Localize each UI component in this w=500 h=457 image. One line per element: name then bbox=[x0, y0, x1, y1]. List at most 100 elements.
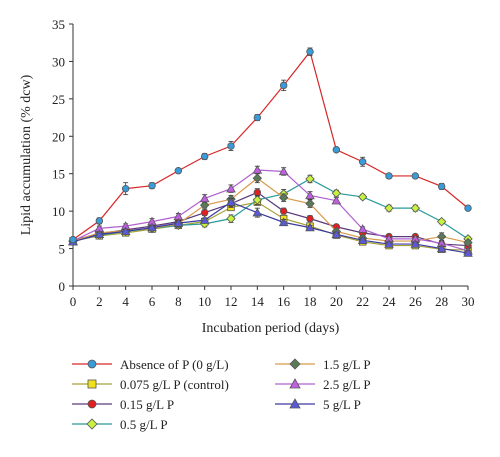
x-tick-label: 12 bbox=[225, 294, 238, 309]
plot-area bbox=[68, 47, 473, 257]
x-tick-label: 0 bbox=[70, 294, 77, 309]
x-tick-label: 4 bbox=[122, 294, 129, 309]
legend-label: Absence of P (0 g/L) bbox=[120, 357, 229, 372]
data-point bbox=[306, 214, 314, 223]
series-line bbox=[72, 50, 469, 241]
legend-marker bbox=[289, 358, 301, 370]
series-6 bbox=[68, 197, 473, 257]
data-point bbox=[199, 193, 210, 203]
data-point bbox=[69, 235, 77, 244]
x-tick-label: 22 bbox=[356, 294, 369, 309]
data-point bbox=[357, 235, 368, 245]
data-point bbox=[305, 190, 315, 200]
data-point bbox=[278, 217, 289, 227]
data-point bbox=[253, 113, 262, 122]
data-point bbox=[437, 182, 446, 191]
data-point bbox=[436, 243, 447, 253]
legend-item: 0.5 g/L P bbox=[72, 417, 168, 432]
y-axis-ticks: 0 5 10 15 20 25 30 35 bbox=[52, 17, 73, 294]
data-point bbox=[463, 248, 473, 257]
data-point bbox=[252, 165, 263, 174]
data-point bbox=[306, 47, 314, 56]
series-line bbox=[72, 201, 469, 254]
data-point bbox=[464, 204, 472, 212]
data-point bbox=[357, 224, 368, 233]
legend-item: Absence of P (0 g/L) bbox=[72, 357, 229, 372]
x-axis-label: Incubation period (days) bbox=[202, 321, 340, 336]
data-point bbox=[279, 81, 288, 90]
x-tick-label: 24 bbox=[383, 294, 397, 309]
legend-label: 1.5 g/L P bbox=[323, 357, 371, 372]
legend-item: 0.15 g/L P bbox=[72, 397, 174, 412]
legend-label: 0.075 g/L P (control) bbox=[120, 377, 229, 392]
legend-marker bbox=[87, 379, 97, 389]
y-tick-label: 25 bbox=[52, 92, 65, 107]
data-point bbox=[199, 200, 210, 210]
legend-marker bbox=[87, 399, 97, 409]
data-point bbox=[226, 213, 236, 224]
data-point bbox=[174, 167, 183, 175]
data-point bbox=[227, 142, 235, 150]
data-point bbox=[436, 216, 447, 227]
legend-label: 2.5 g/L P bbox=[323, 377, 371, 392]
x-tick-label: 2 bbox=[96, 294, 103, 309]
data-point bbox=[357, 192, 368, 202]
data-point bbox=[120, 226, 131, 236]
y-tick-label: 35 bbox=[52, 17, 65, 32]
data-point bbox=[358, 158, 367, 166]
data-point bbox=[121, 184, 130, 193]
data-point bbox=[148, 181, 156, 190]
x-axis-ticks: 0 2 4 6 8 10 12 14 16 18 20 22 24 26 28 30 bbox=[70, 286, 475, 309]
series-line bbox=[72, 191, 469, 247]
series-2 bbox=[69, 188, 472, 250]
x-tick-label: 30 bbox=[462, 294, 475, 309]
legend-item: 1.5 g/L P bbox=[275, 357, 371, 372]
x-tick-label: 14 bbox=[251, 294, 265, 309]
data-point bbox=[410, 239, 421, 248]
data-point bbox=[331, 229, 342, 239]
legend-marker bbox=[86, 418, 98, 430]
data-point bbox=[305, 222, 315, 232]
x-tick-label: 18 bbox=[304, 294, 317, 309]
legend-marker bbox=[289, 398, 301, 409]
y-tick-label: 15 bbox=[52, 167, 65, 182]
legend-item: 5 g/L P bbox=[275, 397, 361, 412]
data-point bbox=[305, 174, 315, 184]
legend-label: 0.5 g/L P bbox=[120, 417, 168, 432]
data-point bbox=[147, 222, 157, 232]
data-point bbox=[384, 203, 394, 213]
y-axis-label: Lipid accumulation (% dcw) bbox=[19, 74, 34, 235]
legend-marker bbox=[289, 378, 301, 389]
data-point bbox=[253, 188, 262, 197]
legend-marker bbox=[87, 359, 97, 369]
data-point bbox=[410, 203, 421, 213]
data-point bbox=[226, 197, 236, 206]
x-tick-label: 10 bbox=[198, 294, 211, 309]
data-point bbox=[331, 195, 342, 205]
data-point bbox=[305, 198, 315, 209]
x-tick-label: 26 bbox=[409, 294, 423, 309]
data-point bbox=[252, 195, 263, 205]
x-tick-label: 16 bbox=[277, 294, 291, 309]
data-point bbox=[94, 229, 105, 239]
data-point bbox=[411, 172, 420, 180]
series-line bbox=[72, 169, 469, 252]
legend-label: 5 g/L P bbox=[323, 397, 361, 412]
data-point bbox=[226, 183, 236, 193]
legend-item: 2.5 g/L P bbox=[275, 377, 371, 392]
data-point bbox=[279, 207, 288, 215]
legend-item: 0.075 g/L P (control) bbox=[72, 377, 229, 392]
data-point bbox=[384, 239, 394, 248]
series-line bbox=[72, 201, 469, 251]
y-tick-label: 20 bbox=[52, 129, 65, 144]
legend: Absence of P (0 g/L) 0.075 g/L P (control… bbox=[72, 357, 371, 432]
x-tick-label: 6 bbox=[149, 294, 156, 309]
data-point bbox=[252, 207, 263, 217]
y-tick-label: 0 bbox=[59, 279, 66, 294]
legend-label: 0.15 g/L P bbox=[120, 397, 174, 412]
data-point bbox=[332, 146, 341, 154]
x-tick-label: 20 bbox=[330, 294, 343, 309]
data-point bbox=[252, 173, 263, 183]
